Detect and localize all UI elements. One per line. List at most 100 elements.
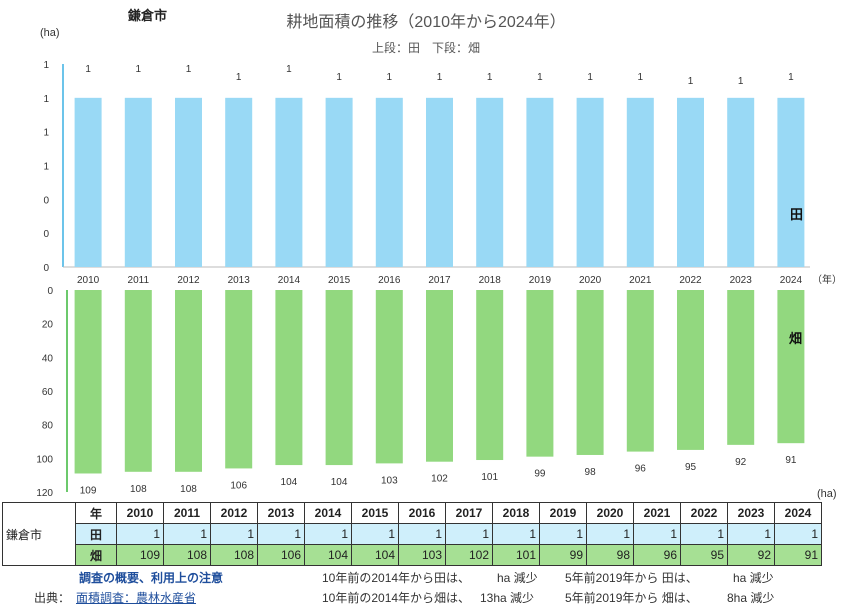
table-year-cell: 2010 [116, 502, 164, 524]
paddy-data-label: 1 [186, 64, 192, 75]
table-field-cell: 106 [257, 544, 305, 566]
table-year-cell: 2018 [492, 502, 540, 524]
table-year-cell: 2012 [210, 502, 258, 524]
table-year-cell: 2013 [257, 502, 305, 524]
paddy-bar [74, 97, 102, 267]
field-bar [124, 290, 152, 472]
paddy-y-tick: 0 [43, 195, 49, 206]
field-y-tick: 120 [36, 488, 53, 499]
year-tick-label: 2016 [378, 275, 401, 286]
source-label: 出典： [34, 591, 71, 605]
table-field-cell: 108 [210, 544, 258, 566]
field-data-label: 101 [481, 472, 498, 483]
table-paddy-cell: 1 [774, 523, 822, 545]
table-field-cell: 95 [680, 544, 728, 566]
field-data-label: 108 [180, 484, 197, 495]
paddy-data-label: 1 [236, 72, 242, 83]
year-tick-label: 2013 [228, 275, 251, 286]
year-tick-label: 2015 [328, 275, 351, 286]
table-year-cell: 2011 [163, 502, 211, 524]
field-bar [225, 290, 253, 469]
chart-area: 0001111(ha)12010120111201212013120141201… [36, 27, 842, 500]
chart-title: 耕地面積の推移（2010年から2024年） [286, 14, 566, 31]
table-header-label: 年 [75, 502, 117, 524]
table-year-cell: 2021 [633, 502, 681, 524]
table-field-label: 畑 [75, 544, 117, 566]
paddy-unit-label: (ha) [40, 27, 60, 39]
table-paddy-cell: 1 [116, 523, 164, 545]
table-paddy-cell: 1 [257, 523, 305, 545]
field-data-label: 106 [230, 480, 247, 491]
field-data-label: 92 [735, 457, 747, 468]
table-field-cell: 103 [398, 544, 446, 566]
table-year-cell: 2023 [727, 502, 775, 524]
paddy-bar [677, 97, 704, 267]
table-field-cell: 104 [351, 544, 399, 566]
table-field-cell: 101 [492, 544, 540, 566]
paddy-bar [375, 97, 403, 267]
field-bar [576, 290, 604, 455]
paddy-data-label: 1 [537, 72, 543, 83]
table-year-cell: 2022 [680, 502, 728, 524]
paddy-10y-amount: ha 減少 [497, 571, 538, 585]
table-field-cell: 108 [163, 544, 211, 566]
source-link[interactable]: 面積調査：農林水産省 [76, 591, 197, 605]
field-bar [727, 290, 755, 445]
paddy-bar [175, 97, 202, 267]
table-paddy-cell: 1 [445, 523, 493, 545]
field-data-label: 109 [80, 485, 97, 496]
field-bar [476, 290, 504, 461]
table-field-cell: 104 [304, 544, 352, 566]
paddy-data-label: 1 [638, 72, 644, 83]
year-tick-label: 2021 [629, 275, 652, 286]
year-tick-label: 2018 [479, 275, 502, 286]
table-field-cell: 92 [727, 544, 775, 566]
paddy-y-tick: 1 [43, 128, 49, 139]
paddy-data-label: 1 [437, 72, 443, 83]
table-paddy-label: 田 [75, 523, 117, 545]
paddy-bar [777, 97, 805, 267]
year-unit-label: （年） [812, 273, 842, 286]
table-year-cell: 2015 [351, 502, 399, 524]
table-year-cell: 2020 [586, 502, 634, 524]
table-field-cell: 91 [774, 544, 822, 566]
table-paddy-cell: 1 [539, 523, 587, 545]
field-bar [74, 290, 102, 474]
paddy-bar [225, 97, 253, 267]
paddy-bar [275, 97, 303, 267]
field-data-label: 98 [585, 467, 597, 478]
year-tick-label: 2017 [428, 275, 451, 286]
paddy-bar [426, 97, 453, 267]
notes-link[interactable]: 調査の概要、利用上の注意 [79, 571, 224, 585]
paddy-y-tick: 1 [43, 162, 49, 173]
table-paddy-cell: 1 [586, 523, 634, 545]
year-tick-label: 2022 [679, 275, 702, 286]
field-bar [426, 290, 453, 462]
paddy-bar [727, 97, 755, 267]
table-paddy-cell: 1 [727, 523, 775, 545]
field-data-label: 104 [331, 477, 348, 488]
table-paddy-cell: 1 [398, 523, 446, 545]
region-name: 鎌倉市 [128, 8, 168, 23]
chart-subtitle: 上段：田 下段：畑 [371, 41, 480, 55]
table-paddy-cell: 1 [351, 523, 399, 545]
field-data-label: 96 [635, 464, 647, 475]
field-10y-text: 10年前の2014年から畑は、 [322, 591, 471, 605]
table-paddy-cell: 1 [633, 523, 681, 545]
table-year-cell: 2019 [539, 502, 587, 524]
field-bar [275, 290, 303, 466]
field-y-tick: 80 [42, 421, 54, 432]
paddy-data-label: 1 [688, 76, 694, 87]
table-paddy-cell: 1 [210, 523, 258, 545]
field-data-label: 103 [381, 475, 398, 486]
table-field-cell: 96 [633, 544, 681, 566]
paddy-y-tick: 0 [43, 229, 49, 240]
paddy-data-label: 1 [788, 72, 794, 83]
field-5y-amount: 8ha 減少 [727, 591, 775, 605]
field-data-label: 95 [685, 462, 697, 473]
paddy-data-label: 1 [387, 72, 393, 83]
table-paddy-cell: 1 [492, 523, 540, 545]
table-year-cell: 2014 [304, 502, 352, 524]
year-tick-label: 2019 [529, 275, 552, 286]
